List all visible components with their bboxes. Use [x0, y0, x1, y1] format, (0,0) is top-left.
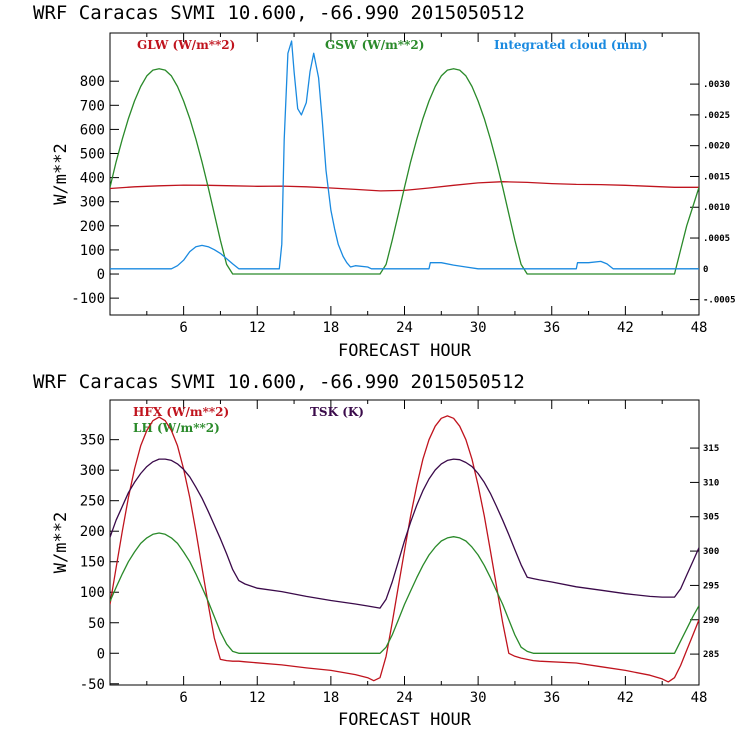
x-tick-label: 36	[543, 690, 560, 706]
x-tick-label: 12	[249, 320, 266, 336]
y2-tick-label: 300	[703, 547, 719, 557]
x-tick-label: 18	[322, 320, 339, 336]
legend-entry: LH (W/m**2)	[133, 421, 220, 435]
y-tick-label: 50	[88, 616, 105, 632]
x-tick-label: 42	[617, 320, 634, 336]
y-axis-label: W/m**2	[51, 512, 71, 573]
y2-tick-label: .0030	[703, 80, 730, 90]
series-line-integrated	[110, 40, 699, 270]
series-line-gsw	[110, 68, 699, 275]
y-tick-label: 150	[80, 555, 105, 571]
x-tick-label: 48	[691, 690, 708, 706]
y-tick-label: 800	[80, 74, 105, 90]
y-tick-label: 300	[80, 195, 105, 211]
legend-entry: GSW (W/m**2)	[325, 38, 424, 52]
y-tick-label: 100	[80, 243, 105, 259]
x-tick-label: 24	[396, 320, 413, 336]
plot-frame	[109, 32, 700, 316]
x-tick-label: 6	[179, 320, 187, 336]
chart-title: WRF Caracas SVMI 10.600, -66.990 2015050…	[33, 371, 525, 393]
x-tick-label: 12	[249, 690, 266, 706]
y-tick-label: 0	[97, 646, 105, 662]
y-tick-label: 200	[80, 219, 105, 235]
y2-tick-label: 295	[703, 581, 719, 591]
y2-tick-label: .0015	[703, 172, 730, 182]
y-tick-label: 0	[97, 267, 105, 283]
y2-tick-label: 0	[703, 265, 708, 275]
y-tick-label: -100	[71, 291, 105, 307]
y-tick-label: 500	[80, 147, 105, 163]
x-tick-label: 18	[322, 690, 339, 706]
y-tick-label: -50	[80, 677, 105, 693]
series-line-lh	[110, 532, 699, 654]
y2-tick-label: -.0005	[703, 296, 736, 306]
x-tick-label: 6	[179, 690, 187, 706]
y-tick-label: 200	[80, 524, 105, 540]
y-axis-label: W/m**2	[51, 143, 71, 204]
y2-tick-label: 310	[703, 478, 719, 488]
y2-tick-label: 290	[703, 616, 719, 626]
y-tick-label: 400	[80, 171, 105, 187]
legend-entry: Integrated cloud (mm)	[494, 38, 648, 52]
y-tick-label: 250	[80, 494, 105, 510]
x-tick-label: 42	[617, 690, 634, 706]
series-line-tsk	[110, 458, 699, 609]
x-axis-label: FORECAST HOUR	[338, 710, 472, 730]
y-tick-label: 700	[80, 98, 105, 114]
y2-tick-label: 315	[703, 444, 719, 454]
y-tick-label: 100	[80, 585, 105, 601]
y2-tick-label: .0005	[703, 234, 730, 244]
x-tick-label: 48	[691, 320, 708, 336]
legend-entry: HFX (W/m**2)	[133, 405, 229, 419]
x-tick-label: 24	[396, 690, 413, 706]
y-tick-label: 300	[80, 463, 105, 479]
x-tick-label: 30	[470, 320, 487, 336]
legend-entry: TSK (K)	[310, 405, 364, 419]
x-axis-label: FORECAST HOUR	[338, 341, 472, 361]
y2-tick-label: 305	[703, 513, 719, 523]
chart-title: WRF Caracas SVMI 10.600, -66.990 2015050…	[33, 2, 525, 24]
x-tick-label: 30	[470, 690, 487, 706]
y-tick-label: 600	[80, 122, 105, 138]
x-tick-label: 36	[543, 320, 560, 336]
y2-tick-label: .0025	[703, 111, 730, 121]
series-line-hfx	[110, 415, 699, 683]
y2-tick-label: 285	[703, 650, 719, 660]
y-tick-label: 350	[80, 433, 105, 449]
y2-tick-label: .0010	[703, 203, 730, 213]
legend-entry: GLW (W/m**2)	[137, 38, 235, 52]
y2-tick-label: .0020	[703, 142, 730, 152]
